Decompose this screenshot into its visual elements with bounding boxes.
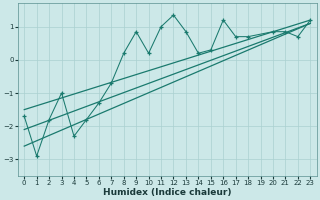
Point [221,18,226,22]
Point [295,35,300,38]
Point [22,115,27,118]
Point [158,25,164,28]
Point [183,30,188,33]
Point [59,91,64,95]
Point [121,52,126,55]
Point [84,118,89,121]
Point [283,30,288,33]
Point [171,13,176,17]
Point [134,30,139,33]
Point [96,101,101,105]
Point [109,81,114,85]
Point [308,18,313,22]
Point [245,35,251,38]
Point [46,118,52,121]
X-axis label: Humidex (Indice chaleur): Humidex (Indice chaleur) [103,188,232,197]
Point [34,154,39,158]
Point [270,30,276,33]
Point [233,35,238,38]
Point [71,135,76,138]
Point [196,52,201,55]
Point [208,48,213,52]
Point [146,52,151,55]
